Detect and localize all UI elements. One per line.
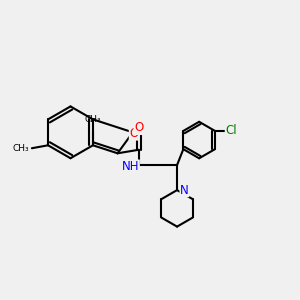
Text: Cl: Cl [225, 124, 237, 137]
Text: O: O [134, 122, 143, 134]
Text: N: N [180, 184, 189, 196]
Text: O: O [129, 127, 139, 140]
Text: CH₃: CH₃ [13, 144, 29, 153]
Text: CH₃: CH₃ [85, 115, 101, 124]
Text: NH: NH [122, 160, 139, 173]
